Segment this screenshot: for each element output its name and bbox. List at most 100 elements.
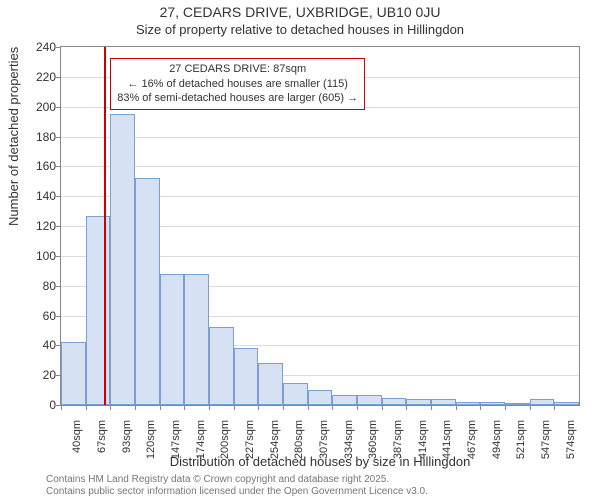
- footnote-2: Contains public sector information licen…: [46, 486, 428, 497]
- x-tick-mark: [456, 405, 457, 410]
- annotation-line: ← 16% of detached houses are smaller (11…: [117, 77, 358, 92]
- y-tick-label: 220: [36, 70, 56, 84]
- histogram-bar: [135, 178, 160, 405]
- x-tick-mark: [530, 405, 531, 410]
- y-tick-label: 60: [43, 309, 56, 323]
- histogram-bar: [110, 114, 135, 405]
- y-tick-mark: [56, 316, 61, 317]
- x-tick-mark: [110, 405, 111, 410]
- x-tick-label: 120sqm: [145, 420, 157, 460]
- y-tick-label: 120: [36, 219, 56, 233]
- annotation-line: 83% of semi-detached houses are larger (…: [117, 91, 358, 106]
- x-tick-mark: [234, 405, 235, 410]
- y-tick-mark: [56, 107, 61, 108]
- histogram-bar: [505, 403, 530, 405]
- y-tick-mark: [56, 77, 61, 78]
- histogram-bar: [184, 274, 209, 405]
- x-tick-label: 574sqm: [565, 420, 577, 460]
- x-tick-mark: [382, 405, 383, 410]
- y-tick-mark: [56, 196, 61, 197]
- y-axis-title: Number of detached properties: [6, 47, 21, 226]
- x-tick-mark: [283, 405, 284, 410]
- footnote-1: Contains HM Land Registry data © Crown c…: [46, 474, 389, 485]
- y-tick-label: 140: [36, 189, 56, 203]
- chart-subtitle: Size of property relative to detached ho…: [0, 22, 600, 37]
- y-tick-mark: [56, 226, 61, 227]
- x-tick-mark: [86, 405, 87, 410]
- x-tick-label: 494sqm: [491, 420, 503, 460]
- y-tick-label: 40: [43, 338, 56, 352]
- histogram-bar: [406, 399, 431, 405]
- histogram-bar: [234, 348, 259, 405]
- y-tick-label: 80: [43, 279, 56, 293]
- y-tick-label: 100: [36, 249, 56, 263]
- x-tick-mark: [431, 405, 432, 410]
- histogram-bar: [332, 395, 357, 405]
- x-tick-label: 174sqm: [195, 420, 207, 460]
- x-tick-label: 547sqm: [540, 420, 552, 460]
- marker-line: [104, 47, 106, 405]
- x-tick-label: 280sqm: [293, 420, 305, 460]
- x-tick-label: 414sqm: [417, 420, 429, 460]
- x-tick-mark: [160, 405, 161, 410]
- x-tick-label: 67sqm: [96, 420, 108, 460]
- chart-title: 27, CEDARS DRIVE, UXBRIDGE, UB10 0JU: [0, 4, 600, 20]
- x-tick-mark: [332, 405, 333, 410]
- histogram-bar: [160, 274, 185, 405]
- histogram-bar: [431, 399, 456, 405]
- x-tick-mark: [135, 405, 136, 410]
- x-tick-label: 467sqm: [466, 420, 478, 460]
- histogram-bar: [480, 402, 505, 405]
- histogram-bar: [382, 398, 407, 405]
- x-tick-mark: [184, 405, 185, 410]
- histogram-bar: [61, 342, 86, 405]
- x-tick-label: 334sqm: [343, 420, 355, 460]
- x-tick-label: 441sqm: [441, 420, 453, 460]
- histogram-bar: [283, 383, 308, 405]
- x-tick-label: 147sqm: [170, 420, 182, 460]
- y-tick-label: 240: [36, 40, 56, 54]
- histogram-bar: [357, 395, 382, 405]
- histogram-bar: [209, 327, 234, 405]
- gridline: [61, 137, 579, 138]
- x-tick-mark: [258, 405, 259, 410]
- y-tick-mark: [56, 256, 61, 257]
- y-tick-mark: [56, 166, 61, 167]
- x-tick-label: 254sqm: [269, 420, 281, 460]
- annotation-box: 27 CEDARS DRIVE: 87sqm← 16% of detached …: [110, 58, 365, 111]
- histogram-bar: [258, 363, 283, 405]
- x-tick-label: 40sqm: [71, 420, 83, 460]
- histogram-bar: [308, 390, 333, 405]
- x-tick-mark: [406, 405, 407, 410]
- y-tick-mark: [56, 286, 61, 287]
- annotation-line: 27 CEDARS DRIVE: 87sqm: [117, 62, 358, 77]
- y-tick-label: 0: [49, 398, 56, 412]
- y-tick-mark: [56, 137, 61, 138]
- x-tick-label: 387sqm: [392, 420, 404, 460]
- y-tick-label: 160: [36, 159, 56, 173]
- x-tick-label: 521sqm: [515, 420, 527, 460]
- histogram-bar: [86, 216, 111, 405]
- x-tick-label: 93sqm: [121, 420, 133, 460]
- gridline: [61, 166, 579, 167]
- x-tick-label: 360sqm: [367, 420, 379, 460]
- x-tick-mark: [554, 405, 555, 410]
- histogram-bar: [554, 402, 579, 405]
- x-tick-label: 307sqm: [318, 420, 330, 460]
- x-tick-label: 200sqm: [219, 420, 231, 460]
- x-tick-mark: [357, 405, 358, 410]
- histogram-bar: [456, 402, 481, 405]
- chart-container: 27, CEDARS DRIVE, UXBRIDGE, UB10 0JU Siz…: [0, 0, 600, 500]
- y-tick-mark: [56, 47, 61, 48]
- y-tick-label: 180: [36, 130, 56, 144]
- plot-area: 27 CEDARS DRIVE: 87sqm← 16% of detached …: [60, 46, 580, 406]
- y-tick-label: 20: [43, 368, 56, 382]
- y-tick-label: 200: [36, 100, 56, 114]
- x-tick-label: 227sqm: [244, 420, 256, 460]
- histogram-bar: [530, 399, 555, 405]
- x-tick-mark: [308, 405, 309, 410]
- x-tick-mark: [505, 405, 506, 410]
- x-tick-mark: [61, 405, 62, 410]
- x-tick-mark: [480, 405, 481, 410]
- x-tick-mark: [209, 405, 210, 410]
